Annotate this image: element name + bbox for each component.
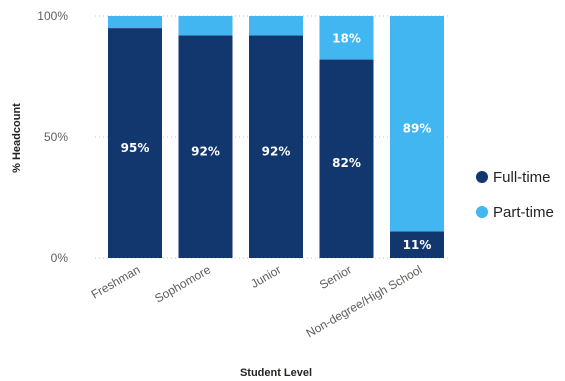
legend-entry: Part-time xyxy=(493,204,554,221)
bar-segment xyxy=(249,16,303,36)
y-axis-ticks: 0% 50% 100% xyxy=(37,9,68,265)
bar-segment xyxy=(108,28,162,258)
legend-entry: Full-time xyxy=(493,169,551,186)
bar-segment xyxy=(319,16,374,60)
x-tick-label: Junior xyxy=(248,262,283,290)
x-axis-title: Student Level xyxy=(240,367,312,379)
bar-segment xyxy=(178,35,233,258)
x-tick-label: Freshman xyxy=(89,262,143,301)
x-axis-ticks: Freshman Sophomore Junior SeniorNon-degree/… xyxy=(89,262,425,340)
y-tick-label: 50% xyxy=(44,130,68,144)
x-tick-label: Senior xyxy=(317,262,354,291)
x-tick-label: Sophomore xyxy=(152,262,213,305)
data-label: 82% xyxy=(332,156,361,170)
legend-marker xyxy=(476,206,488,218)
y-tick-label: 100% xyxy=(37,9,68,23)
data-labels: 95% 92% 92% 82% 18% 11% 89% xyxy=(121,31,432,252)
bar-segment xyxy=(108,16,162,29)
bars xyxy=(108,16,444,259)
legend-marker xyxy=(476,171,488,183)
x-tick-label: Non-degree/High School xyxy=(304,262,425,340)
data-label: 95% xyxy=(121,141,150,155)
data-label: 11% xyxy=(403,238,432,252)
bar-segment xyxy=(390,231,444,258)
bar-segment xyxy=(178,16,233,36)
y-tick-label: 0% xyxy=(51,251,69,265)
legend: Full-time Part-time xyxy=(476,169,554,221)
bar-segment xyxy=(249,35,303,258)
data-label: 89% xyxy=(403,121,432,135)
bar-segment xyxy=(319,59,374,259)
data-label: 92% xyxy=(191,145,220,159)
data-label: 92% xyxy=(262,145,291,159)
data-label: 18% xyxy=(332,31,361,45)
bar-segment xyxy=(390,16,444,232)
y-axis-title: % Headcount xyxy=(11,103,23,173)
